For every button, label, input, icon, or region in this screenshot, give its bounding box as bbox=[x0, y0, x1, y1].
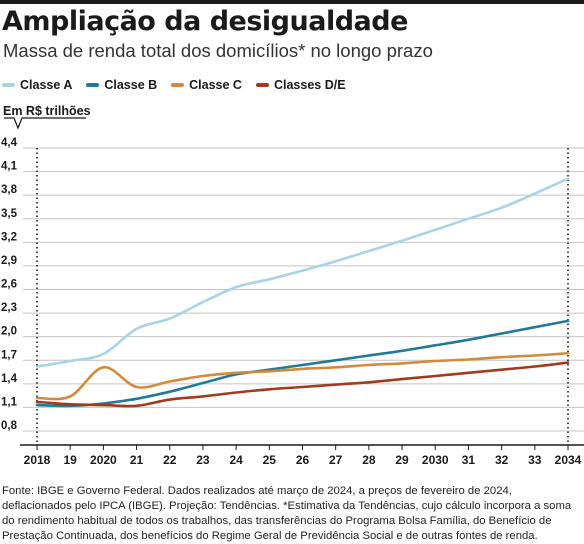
x-tick-label: 28 bbox=[362, 453, 376, 467]
y-tick-label: 2,6 bbox=[1, 279, 17, 291]
series-line-classe-a bbox=[35, 177, 570, 368]
unit-label: Em R$ trilhões bbox=[3, 104, 91, 118]
y-tick-label: 1,7 bbox=[1, 349, 17, 361]
legend-item-classe-a: Classe A bbox=[2, 78, 72, 92]
y-tick-label: 1,1 bbox=[1, 396, 18, 408]
x-tick-label: 2018 bbox=[24, 453, 51, 467]
y-tick-label: 1,4 bbox=[1, 373, 18, 385]
x-tick-label: 29 bbox=[395, 453, 409, 467]
y-tick-label: 2,9 bbox=[1, 255, 17, 267]
legend-swatch bbox=[2, 83, 15, 87]
series-line-classe-c bbox=[35, 351, 570, 401]
y-tick-label: 2,3 bbox=[1, 302, 17, 314]
top-rule bbox=[0, 0, 584, 4]
y-tick-label: 3,2 bbox=[1, 231, 17, 243]
x-tick-label: 24 bbox=[229, 453, 243, 467]
x-tick-label: 31 bbox=[462, 453, 476, 467]
legend-swatch bbox=[86, 83, 100, 87]
x-tick-label: 27 bbox=[329, 453, 343, 467]
source-footnote: Fonte: IBGE e Governo Federal. Dados rea… bbox=[2, 485, 572, 542]
x-tick-label: 33 bbox=[528, 453, 542, 467]
legend-item-classes-de: Classes D/E bbox=[255, 78, 346, 92]
chart-subtitle: Massa de renda total dos domicílios* no … bbox=[3, 40, 433, 61]
unit-marker bbox=[4, 117, 86, 130]
legend-item-classe-c: Classe C bbox=[171, 78, 242, 92]
x-tick-label: 2030 bbox=[422, 453, 449, 467]
legend: Classe A Classe B Classe C Classes D/E bbox=[2, 78, 360, 92]
x-tick-label: 2034 bbox=[555, 453, 582, 467]
x-tick-label: 21 bbox=[130, 453, 144, 467]
series-line-classes-de bbox=[35, 361, 570, 408]
x-tick-label: 23 bbox=[196, 453, 210, 467]
y-tick-label: 4,1 bbox=[1, 161, 18, 173]
legend-label: Classe B bbox=[104, 78, 158, 92]
y-tick-label: 3,8 bbox=[1, 184, 18, 196]
y-tick-label: 3,5 bbox=[1, 208, 18, 220]
x-tick-label: 22 bbox=[163, 453, 177, 467]
line-chart: 0,8 1,1 1,4 1,7 2,0 2,3 2,6 2,9 3,2 3,5 3,8 4,1 4,4 2… bbox=[1, 117, 584, 467]
legend-label: Classes D/E bbox=[273, 78, 346, 92]
x-tick-label: 2020 bbox=[90, 453, 117, 467]
series-line-classe-b bbox=[35, 319, 570, 408]
y-tick-label: 0,8 bbox=[1, 420, 18, 432]
chart-title: Ampliação da desigualdade bbox=[2, 6, 408, 37]
legend-label: Classe A bbox=[20, 78, 73, 92]
legend-swatch bbox=[255, 83, 269, 87]
legend-swatch bbox=[171, 83, 185, 87]
x-tick-label: 19 bbox=[64, 453, 78, 467]
legend-label: Classe C bbox=[189, 78, 242, 92]
x-tick-label: 25 bbox=[263, 453, 277, 467]
x-tick-label: 32 bbox=[495, 453, 509, 467]
legend-item-classe-b: Classe B bbox=[86, 78, 157, 92]
y-tick-label: 2,0 bbox=[1, 326, 17, 338]
y-tick-label: 4,4 bbox=[1, 137, 18, 149]
x-tick-label: 26 bbox=[296, 453, 310, 467]
